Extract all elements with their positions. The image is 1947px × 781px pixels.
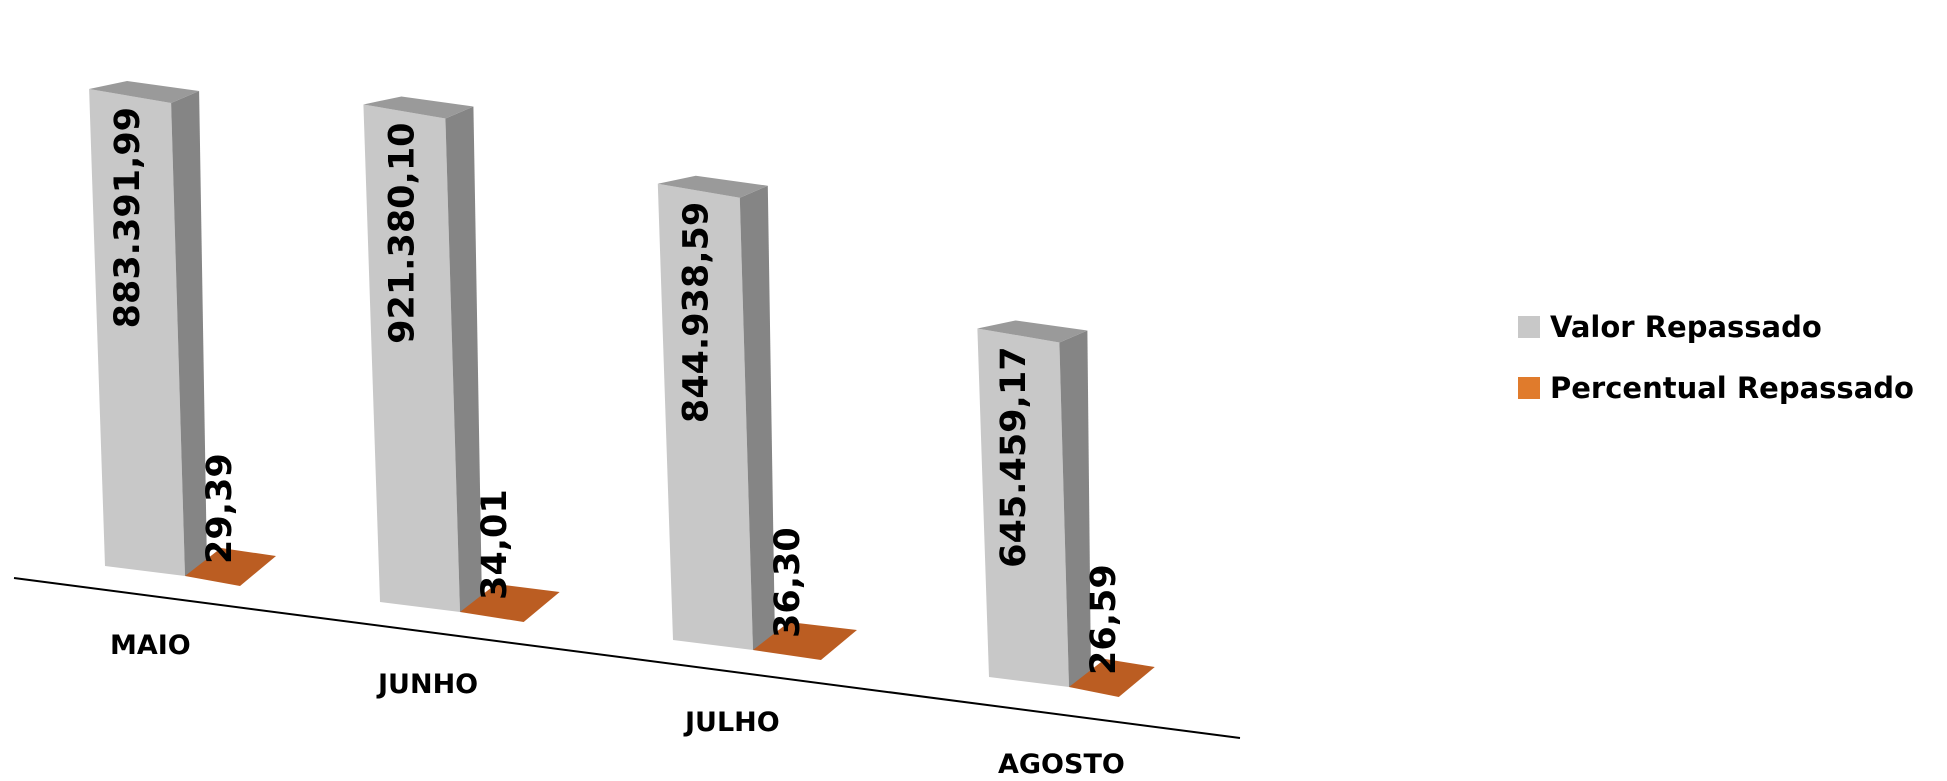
data-label-percentual-maio: 29,39 (200, 453, 240, 564)
data-label-valor-julho: 844.938,59 (676, 202, 716, 423)
bar-valor-agosto (977, 328, 1069, 687)
bar-valor-julho (657, 183, 753, 650)
legend-swatch-valor (1518, 316, 1540, 338)
data-label-valor-agosto: 645.459,17 (994, 346, 1034, 567)
bars-group (89, 80, 1155, 697)
legend-swatch-percentual (1518, 377, 1540, 399)
bar-percentual-maio (185, 548, 277, 586)
bar-valor-top-agosto (977, 320, 1088, 343)
bar-valor-junho (363, 104, 460, 612)
category-label-junho: JUNHO (376, 669, 478, 700)
bar-valor-side-julho (739, 185, 775, 650)
legend-label-valor: Valor Repassado (1550, 310, 1822, 344)
bar-valor-top-maio (89, 80, 200, 103)
bar-percentual-junho (460, 584, 560, 622)
data-label-percentual-julho: 36,30 (768, 527, 808, 638)
legend-item-percentual: Percentual Repassado (1518, 371, 1914, 405)
x-axis-line (13, 577, 1241, 739)
data-label-valor-maio: 883.391,99 (108, 107, 148, 328)
data-label-valor-junho: 921.380,10 (383, 122, 423, 343)
legend-label-percentual: Percentual Repassado (1550, 371, 1914, 405)
bar-valor-side-maio (171, 90, 207, 576)
category-label-agosto: AGOSTO (998, 749, 1125, 780)
bar-valor-top-julho (657, 175, 768, 198)
bar-valor-top-junho (363, 96, 474, 119)
data-label-percentual-agosto: 26,59 (1084, 564, 1124, 675)
bar-percentual-agosto (1069, 659, 1155, 697)
legend: Valor Repassado Percentual Repassado (1518, 310, 1914, 434)
legend-item-valor: Valor Repassado (1518, 310, 1914, 344)
data-label-percentual-junho: 34,01 (475, 489, 515, 600)
bar-valor-maio (89, 88, 185, 576)
category-label-maio: MAIO (110, 630, 191, 661)
bar-valor-side-junho (445, 106, 482, 612)
category-label-julho: JULHO (683, 707, 780, 738)
labels-group: 883.391,99 29,39 MAIO 921.380,10 34,01 JUNHO 8… (108, 107, 1125, 780)
bar-percentual-julho (753, 622, 857, 660)
bar-valor-side-agosto (1059, 330, 1091, 687)
